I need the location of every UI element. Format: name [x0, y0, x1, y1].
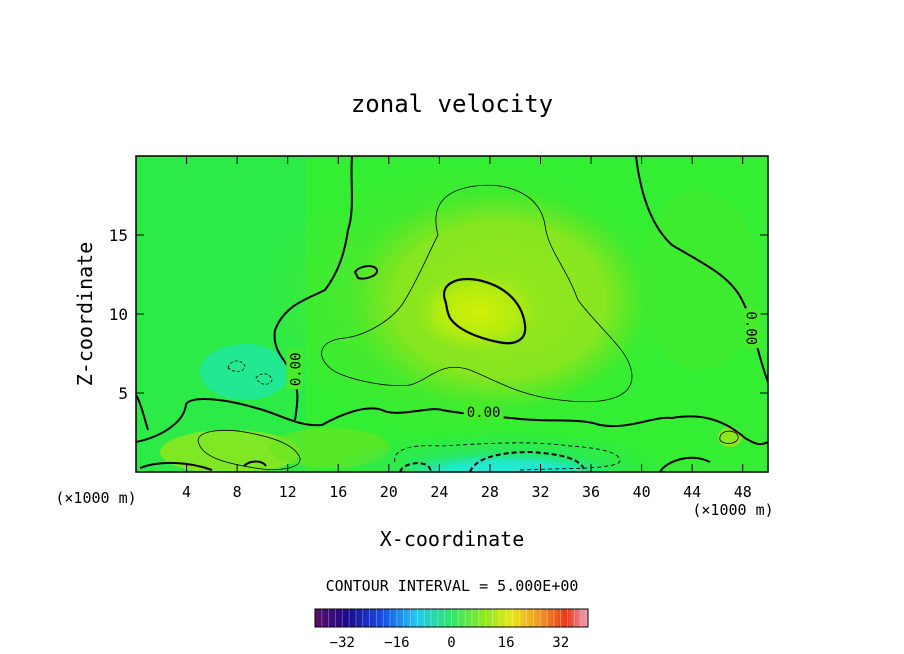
contour-label: 0.00: [288, 352, 304, 386]
field-bottom-negative-core: [385, 446, 625, 472]
colorbar-divisions: [321, 609, 582, 627]
field-left-negative-blob: [200, 344, 290, 400]
velocity-field: [136, 156, 768, 472]
x-tick-label: 40: [633, 483, 651, 501]
colorbar-tick-label: −32: [330, 635, 355, 651]
contour-zero-bottom: [136, 398, 768, 446]
colorbar-ticks: −32 −16 0 16 32: [330, 635, 569, 651]
contour-zero-small-bottom: [243, 460, 267, 467]
x-axis-ticks: 4 8 12 16 20 24 28 32 36 40 44 48: [182, 156, 752, 501]
x-tick-label: 44: [683, 483, 701, 501]
x-tick-label: 20: [380, 483, 398, 501]
contour-negative-left: [227, 360, 273, 385]
x-tick-label: 36: [582, 483, 600, 501]
contour-positive-bottom-left: [197, 429, 301, 470]
contour-small-positive: [719, 430, 739, 444]
contour-small-loop: [353, 265, 378, 280]
contour-label-background: [463, 402, 504, 419]
contour-label: 0.00: [743, 311, 759, 345]
x-tick-label: 32: [531, 483, 549, 501]
contour-label-background: [744, 308, 761, 349]
contour-zero-bottom-right: [659, 456, 711, 472]
field-bottom-left-positive: [160, 430, 300, 472]
x-tick-label: 28: [481, 483, 499, 501]
y-tick-label: 15: [109, 226, 128, 245]
colorbar-tick-label: 0: [447, 635, 455, 651]
x-tick-label: 12: [279, 483, 297, 501]
contour-negative-ten: [399, 450, 586, 472]
contour-label: 0.00: [467, 405, 501, 421]
contour-labels: 0.00 0.00 0.00: [286, 308, 761, 421]
y-tick-label: 5: [118, 384, 128, 403]
colorbar-tick-label: 16: [498, 635, 515, 651]
x-unit-left: (×1000 m): [55, 489, 136, 507]
chart-title: zonal velocity: [351, 90, 553, 118]
field-right-zone: [640, 190, 760, 370]
contour-label-background: [286, 349, 303, 390]
y-axis-label: Z-coordinate: [73, 242, 97, 387]
x-unit-right: (×1000 m): [692, 501, 773, 519]
colorbar-tick-label: −16: [384, 635, 409, 651]
x-tick-label: 16: [329, 483, 347, 501]
x-tick-label: 8: [233, 483, 242, 501]
contour-negative-five: [394, 442, 621, 471]
contour-interval-text: CONTOUR INTERVAL = 5.000E+00: [326, 577, 579, 595]
contour-positive-five: [321, 184, 633, 403]
x-axis-label: X-coordinate: [380, 527, 525, 551]
field-positive-core: [413, 270, 543, 354]
contour-positive-core-ring: [442, 277, 527, 345]
x-tick-label: 4: [182, 483, 191, 501]
colorbar-tick-label: 32: [552, 635, 569, 651]
x-tick-label: 48: [734, 483, 752, 501]
y-tick-label: 10: [109, 305, 128, 324]
contour-zero-edge: [136, 394, 149, 431]
contour-zero-bottom-left: [139, 461, 213, 471]
x-tick-label: 24: [430, 483, 448, 501]
y-axis-ticks: 5 10 15: [109, 226, 768, 403]
colorbar: [314, 608, 589, 628]
